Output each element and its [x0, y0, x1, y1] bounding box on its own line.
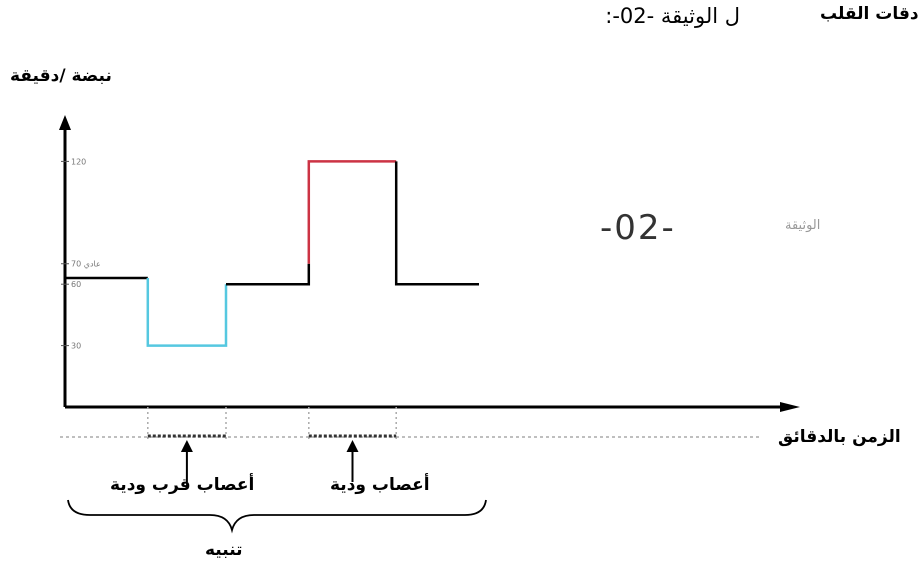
figure-code: -02-: [600, 208, 676, 248]
sympathetic-nerves-label: أعصاب ودية: [330, 475, 430, 495]
series-parasympathetic: [146, 278, 228, 347]
x-axis-label: الزمن بالدقائق: [778, 427, 901, 447]
series-normal-2: [226, 263, 311, 286]
series-sympathetic: [307, 160, 397, 264]
y-axis-arrow-icon: [59, 115, 71, 130]
y-ticks: 30 60 عادي 70 120: [61, 157, 101, 351]
figure-code-label: الوثيقة: [785, 218, 821, 233]
series-normal-3: [394, 161, 479, 286]
y-tick-label: 30: [71, 342, 81, 351]
x-axis-arrow-icon: [780, 402, 800, 412]
sympathetic-arrow-head-icon: [346, 440, 359, 452]
parasympathetic-arrow-head-icon: [180, 440, 193, 452]
chart-axes: [59, 115, 800, 438]
stimulation-brace: [67, 499, 487, 534]
annotation-arrows: [67, 440, 487, 534]
stimulation-guides: [147, 407, 397, 440]
stimulation-label: تنبيه: [205, 540, 243, 560]
y-tick-label: 120: [71, 157, 86, 166]
chart-series: [65, 160, 479, 347]
y-axis-label: نبضة /دقيقة: [10, 66, 112, 86]
parasympathetic-nerves-label: أعصاب قرب ودية: [110, 475, 255, 495]
document-caption: ل الوثيقة -02-:: [605, 4, 740, 28]
heart-rate-title: دقات القلب: [820, 4, 919, 24]
y-tick-label: 60: [71, 280, 81, 289]
y-tick-label: عادي 70: [71, 260, 101, 269]
